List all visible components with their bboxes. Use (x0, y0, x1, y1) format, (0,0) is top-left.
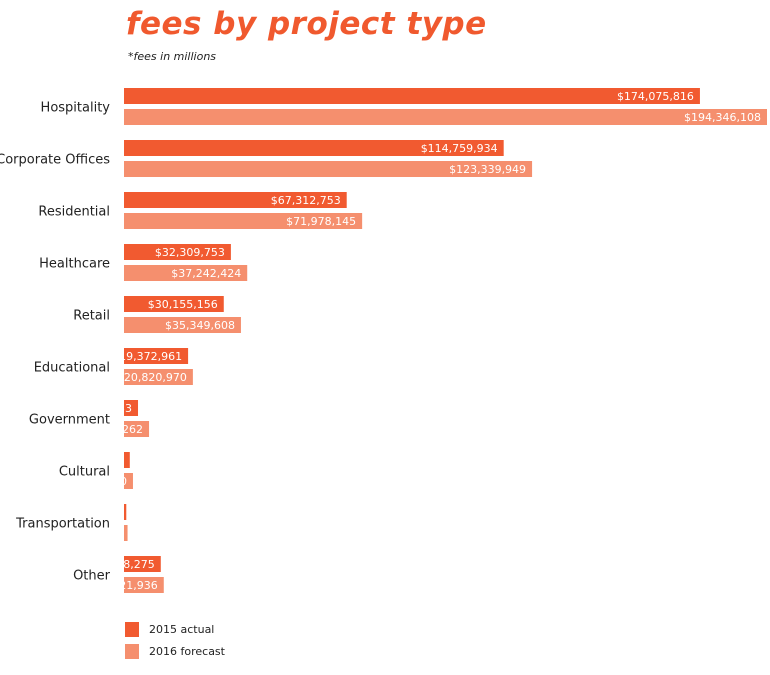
bar-other-actual (124, 556, 161, 572)
bar-transportation-actual (124, 504, 127, 520)
value-label-cultural-forecast: $2,711,330 (64, 475, 127, 488)
bar-healthcare-actual (124, 244, 231, 260)
bar-cultural-actual (124, 452, 130, 468)
legend-item-actual: 2015 actual (125, 622, 225, 637)
value-label-cultural-actual: $1,749,459 (61, 454, 124, 467)
bar-chart: Hospitality $174,075,816 $194,346,108 Corpo… (0, 88, 767, 593)
legend-label-actual: 2015 actual (149, 623, 215, 636)
bar-government-forecast (124, 421, 150, 437)
legend-item-forecast: 2016 forecast (125, 644, 225, 659)
bar-transportation-forecast (124, 525, 128, 541)
value-label-residential-actual: $67,312,753 (271, 194, 341, 207)
value-label-healthcare-actual: $32,309,753 (155, 246, 225, 259)
value-label-residential-forecast: $71,978,145 (286, 215, 356, 228)
category-label-retail: Retail (73, 309, 110, 324)
value-label-transportation-actual: $690,576 (68, 506, 121, 519)
bar-healthcare-forecast (124, 265, 248, 281)
bar-retail-forecast (124, 317, 241, 333)
bar-other-forecast (124, 577, 164, 593)
value-label-government-forecast: $7,571,262 (80, 423, 143, 436)
legend-label-forecast: 2016 forecast (149, 645, 225, 658)
value-label-hospitality-actual: $174,075,816 (617, 90, 694, 103)
value-label-other-actual: $11,118,275 (85, 558, 155, 571)
legend-swatch-actual (125, 622, 139, 637)
value-label-hospitality-forecast: $194,346,108 (684, 111, 761, 124)
category-label-healthcare: Healthcare (39, 257, 110, 272)
category-label-transportation: Transportation (15, 517, 110, 532)
category-label-hospitality: Hospitality (41, 101, 111, 116)
bar-residential-actual (124, 192, 347, 208)
bar-residential-forecast (124, 213, 363, 229)
bar-corporate-offices-actual (124, 140, 504, 156)
value-label-other-forecast: $12,021,936 (88, 579, 158, 592)
value-label-retail-actual: $30,155,156 (148, 298, 218, 311)
category-label-residential: Residential (38, 205, 110, 220)
category-label-cultural: Cultural (59, 465, 110, 480)
category-label-educational: Educational (34, 361, 110, 376)
bar-government-actual (124, 400, 139, 416)
chart-title: fees by project type (126, 6, 487, 42)
chart-subtitle: *fees in millions (128, 50, 217, 63)
bar-corporate-offices-forecast (124, 161, 533, 177)
category-label-corporate-offices: Corporate Offices (0, 153, 110, 168)
bar-hospitality-actual (124, 88, 700, 104)
value-label-educational-actual: $19,372,961 (112, 350, 182, 363)
value-label-retail-forecast: $35,349,608 (165, 319, 235, 332)
category-label-government: Government (29, 413, 110, 428)
value-label-healthcare-forecast: $37,242,424 (171, 267, 241, 280)
category-label-other: Other (73, 569, 111, 584)
bar-retail-actual (124, 296, 224, 312)
legend: 2015 actual 2016 forecast (125, 622, 225, 666)
bar-hospitality-forecast (124, 109, 767, 125)
value-label-government-actual: $4,235,533 (69, 402, 132, 415)
bar-cultural-forecast (124, 473, 133, 489)
value-label-transportation-forecast: $1,074,301 (59, 527, 122, 540)
value-label-corporate-offices-forecast: $123,339,949 (449, 163, 526, 176)
bar-educational-actual (124, 348, 189, 364)
value-label-corporate-offices-actual: $114,759,934 (421, 142, 498, 155)
legend-swatch-forecast (125, 644, 139, 659)
bar-educational-forecast (124, 369, 193, 385)
value-label-educational-forecast: $20,820,970 (117, 371, 187, 384)
